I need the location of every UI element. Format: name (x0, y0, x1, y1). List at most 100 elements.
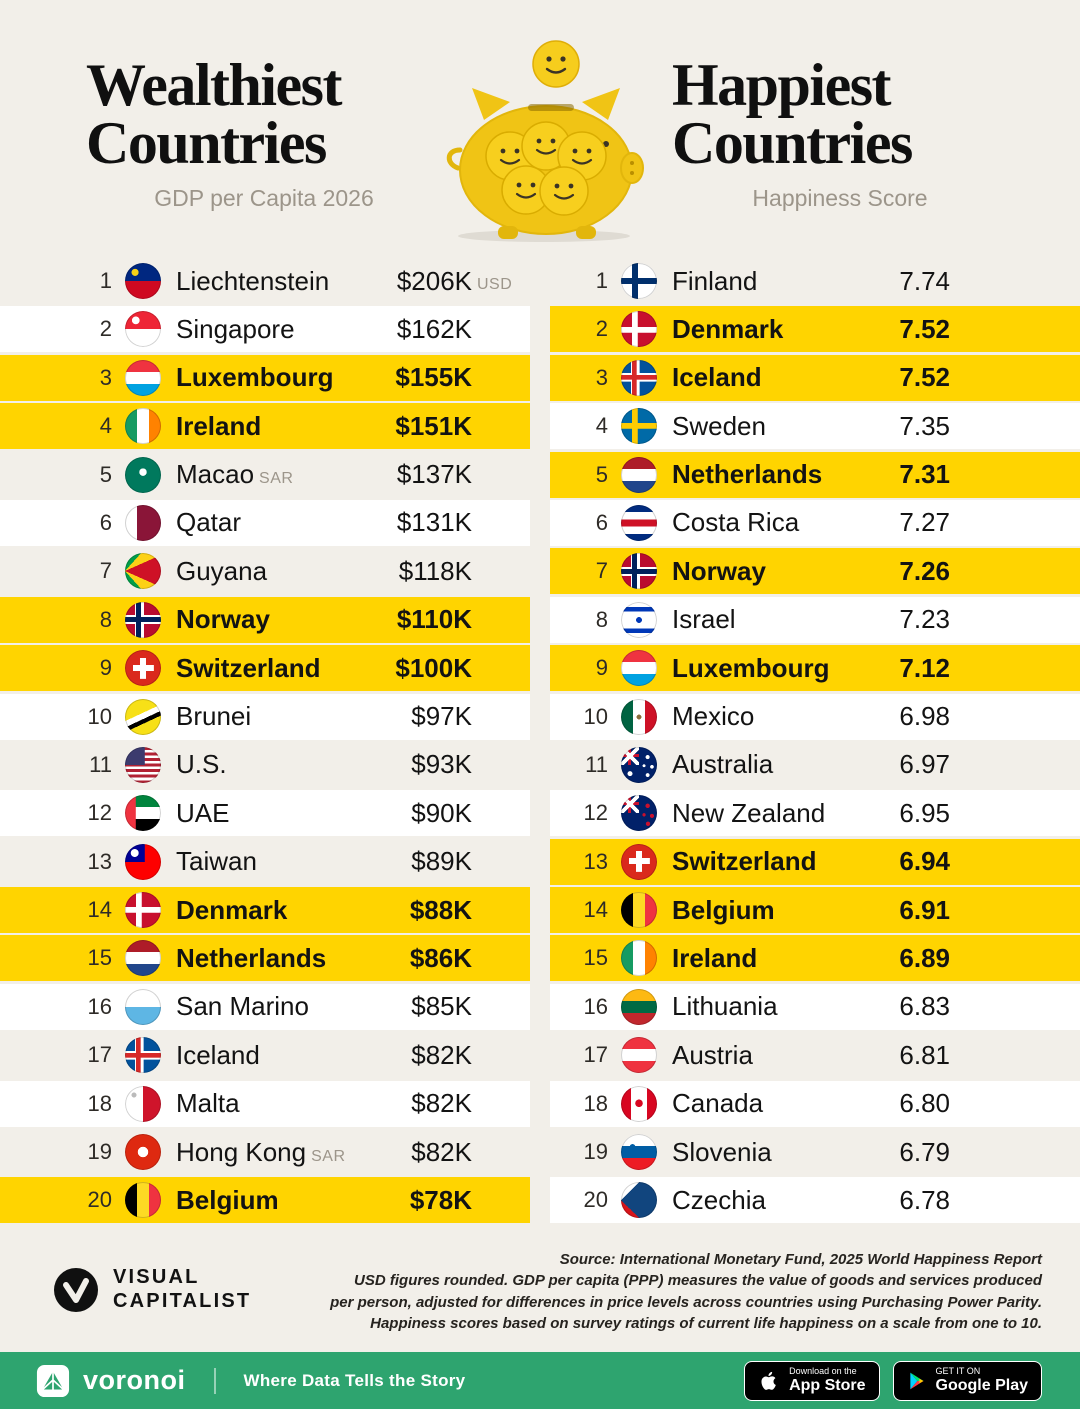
table-row: 7 Norway 7.26 (550, 548, 1080, 595)
flag-icon-belgium (621, 892, 657, 929)
rank-label: 17 (87, 1042, 112, 1068)
table-row: 18 Malta $82K (0, 1080, 530, 1127)
table-row: 6 Qatar $131K (0, 499, 530, 546)
table-row: 14 Denmark $88K (0, 887, 530, 934)
flag-icon-us (125, 746, 161, 783)
table-row: 12 New Zealand 6.95 (550, 790, 1080, 837)
gdp-value: $155K (395, 362, 472, 393)
flag-icon-canada (621, 1085, 657, 1122)
table-row: 10 Mexico 6.98 (550, 693, 1080, 740)
country-name: Luxembourg (672, 652, 830, 683)
gdp-value: $82K (411, 1088, 472, 1119)
rank-label: 13 (583, 848, 608, 874)
google-play-badge[interactable]: GET IT ON Google Play (892, 1360, 1042, 1401)
rank-label: 20 (87, 1187, 112, 1213)
flag-icon-luxembourg (621, 650, 657, 687)
table-row: 15 Netherlands $86K (0, 935, 530, 982)
tagline: Where Data Tells the Story (243, 1370, 466, 1390)
flag-icon-austria (621, 1037, 657, 1074)
table-row: 1 Liechtenstein $206K USD (0, 258, 530, 304)
gdp-value: $97K (411, 701, 472, 732)
flag-icon-luxembourg (125, 359, 161, 396)
table-row: 9 Switzerland $100K (0, 645, 530, 692)
badge-store-label: Google Play (935, 1376, 1028, 1394)
rank-label: 6 (595, 509, 608, 535)
gdp-value: $162K (396, 313, 472, 344)
table-row: 11 U.S. $93K (0, 742, 530, 788)
country-name: Lithuania (672, 991, 778, 1022)
rank-label: 2 (595, 316, 608, 342)
happiness-score: 6.81 (899, 1039, 950, 1070)
rank-label: 2 (99, 316, 112, 342)
table-row: 2 Singapore $162K (0, 306, 530, 353)
country-name: Mexico (672, 701, 755, 732)
flag-icon-qatar (125, 504, 161, 541)
happiest-table: 1 Finland 7.74 2 Denmark 7.52 3 Iceland 7.52 4 Swe… (550, 258, 1080, 1226)
country-name: U.S. (176, 749, 227, 780)
source-line: per person, adjusted for differences in … (330, 1293, 1042, 1311)
rank-label: 10 (583, 703, 608, 729)
table-row: 15 Ireland 6.89 (550, 935, 1080, 982)
flag-icon-norway (621, 553, 657, 590)
country-name: Singapore (176, 313, 295, 344)
flag-icon-mexico (621, 698, 657, 735)
flag-icon-belgium (125, 1182, 161, 1219)
wealthiest-table: 1 Liechtenstein $206K USD 2 Singapore $162K 3 Lu… (0, 258, 530, 1226)
gdp-value: $118K (398, 555, 472, 586)
country-name: Ireland (176, 410, 262, 441)
table-row: 16 Lithuania 6.83 (550, 983, 1080, 1030)
happiness-score: 6.91 (899, 894, 950, 925)
country-name: Guyana (176, 555, 268, 586)
country-name: Israel (672, 604, 736, 635)
rank-label: 9 (595, 655, 608, 681)
flag-icon-iceland (125, 1037, 161, 1074)
country-name: Brunei (176, 701, 252, 732)
gdp-value: $137K (396, 459, 472, 490)
country-name: Liechtenstein (176, 265, 330, 296)
country-name: Denmark (176, 894, 288, 925)
happiness-score: 7.74 (899, 265, 950, 296)
flag-icon-liechtenstein (125, 263, 161, 299)
table-row: 5 Netherlands 7.31 (550, 451, 1080, 498)
flag-icon-ireland (621, 940, 657, 977)
rank-label: 4 (595, 413, 608, 439)
table-row: 3 Iceland 7.52 (550, 354, 1080, 401)
visual-capitalist-wordmark: VISUAL CAPITALIST (113, 1266, 252, 1312)
wealthiest-title-block: Wealthiest Countries GDP per Capita 2026 (86, 55, 442, 212)
table-row: 5 Macao SAR $137K (0, 452, 530, 498)
rank-label: 16 (583, 993, 608, 1019)
apple-icon (761, 1371, 776, 1390)
country-name: New Zealand (672, 797, 826, 828)
country-name: Sweden (672, 410, 766, 441)
source-line: Happiness scores based on survey ratings… (370, 1314, 1042, 1332)
rank-label: 14 (583, 897, 608, 923)
flag-icon-norway (125, 601, 161, 638)
gdp-value: $82K (411, 1039, 472, 1070)
table-row: 14 Belgium 6.91 (550, 887, 1080, 934)
happiness-score: 7.26 (899, 555, 950, 586)
app-store-badge[interactable]: Download on the App Store (744, 1360, 880, 1401)
table-row: 2 Denmark 7.52 (550, 306, 1080, 353)
flag-icon-netherlands (125, 940, 161, 977)
rank-label: 13 (87, 848, 112, 874)
rank-label: 9 (99, 655, 112, 681)
rank-label: 7 (595, 558, 608, 584)
country-name: Austria (672, 1039, 753, 1070)
rank-label: 5 (99, 461, 112, 487)
table-row: 17 Iceland $82K (0, 1032, 530, 1078)
table-row: 7 Guyana $118K (0, 548, 530, 594)
badge-store-label: App Store (789, 1376, 866, 1394)
happiness-score: 7.12 (899, 652, 950, 683)
flag-icon-singapore (125, 311, 161, 348)
flag-icon-slovenia (621, 1134, 657, 1171)
bottom-bar: voronoi Where Data Tells the Story Downl… (0, 1352, 1080, 1409)
rank-label: 16 (87, 993, 112, 1019)
table-row: 6 Costa Rica 7.27 (550, 499, 1080, 546)
table-row: 9 Luxembourg 7.12 (550, 645, 1080, 692)
flag-icon-switzerland (621, 843, 657, 880)
country-name: Malta (176, 1088, 240, 1119)
table-row: 8 Israel 7.23 (550, 596, 1080, 643)
rank-label: 8 (595, 606, 608, 632)
country-name: UAE (176, 797, 230, 828)
